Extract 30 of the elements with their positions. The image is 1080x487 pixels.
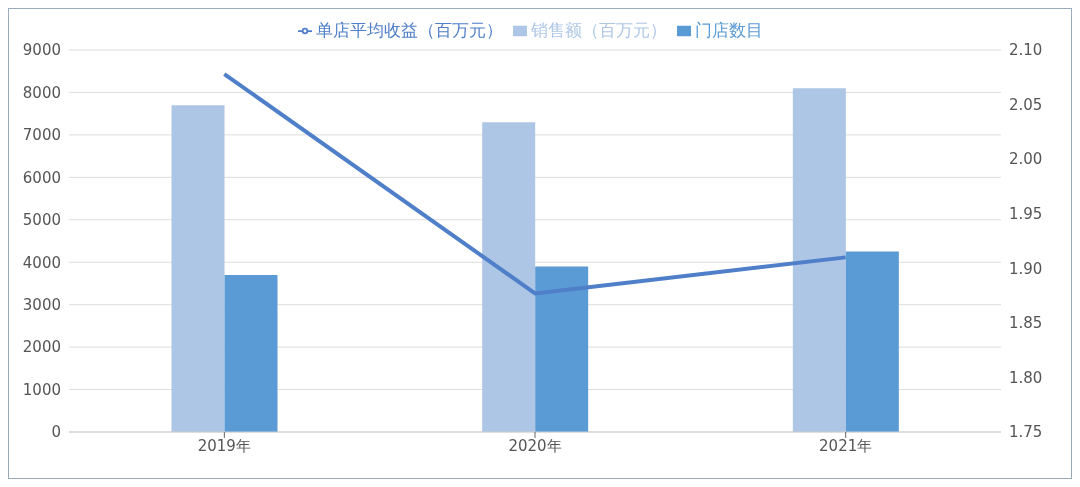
y2-tick-label: 1.90: [1009, 259, 1043, 278]
bar: [224, 274, 278, 432]
legend-label: 销售额（百万元）: [530, 20, 667, 40]
y-tick-label: 6000: [22, 168, 61, 187]
y-tick-label: 3000: [22, 295, 61, 314]
legend-label: 单店平均收益（百万元）: [315, 20, 503, 40]
bar: [792, 88, 846, 432]
y2-tick-label: 2.00: [1009, 150, 1043, 169]
y2-tick-label: 1.80: [1009, 368, 1043, 387]
y-tick-label: 7000: [22, 126, 61, 145]
bar: [482, 122, 536, 432]
y-tick-label: 9000: [22, 41, 61, 60]
y2-tick-label: 2.10: [1009, 41, 1043, 60]
bar: [535, 266, 589, 432]
y-tick-label: 2000: [22, 338, 61, 357]
y-tick-label: 4000: [22, 253, 61, 272]
y-tick-label: 8000: [22, 83, 61, 102]
x-tick-label: 2020年: [508, 436, 562, 455]
y-tick-label: 1000: [22, 380, 61, 399]
y-tick-label: 5000: [22, 211, 61, 230]
x-tick-label: 2019年: [197, 436, 251, 455]
y2-tick-label: 1.75: [1009, 423, 1043, 442]
y-tick-label: 0: [51, 423, 61, 442]
bar: [845, 251, 899, 432]
legend-label: 门店数目: [694, 20, 763, 40]
y2-tick-label: 2.05: [1009, 95, 1043, 114]
y2-tick-label: 1.95: [1009, 205, 1043, 224]
bar: [171, 105, 225, 432]
y2-tick-label: 1.85: [1009, 314, 1043, 333]
x-tick-label: 2021年: [819, 436, 873, 455]
